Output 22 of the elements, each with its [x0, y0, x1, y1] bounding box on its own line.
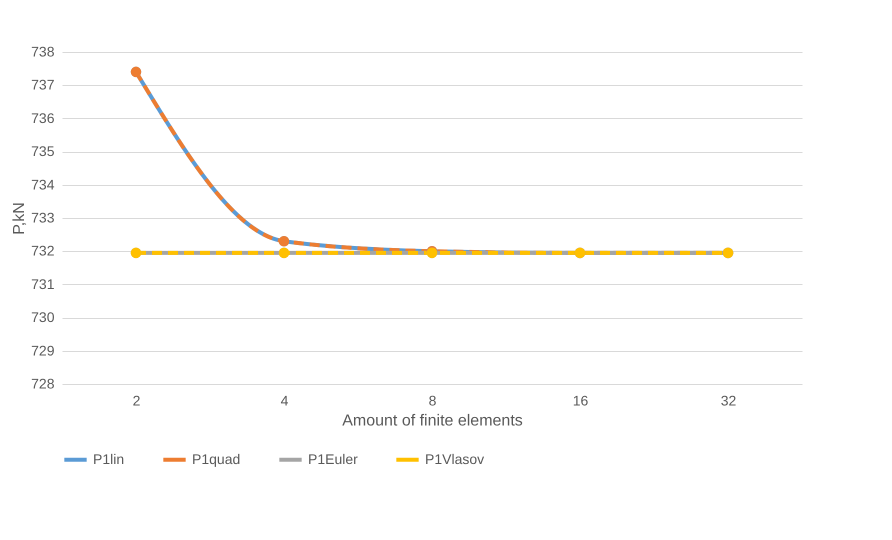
legend-label: P1lin [93, 450, 124, 467]
x-tick-label: 16 [572, 392, 588, 408]
x-tick-label: 32 [720, 392, 736, 408]
y-tick-label: 730 [31, 309, 55, 326]
x-axis-title: Amount of finite elements [342, 412, 523, 430]
y-tick-label: 733 [31, 210, 55, 226]
legend-label: P1Vlasov [425, 450, 484, 467]
y-tick-label: 731 [31, 276, 55, 292]
y-tick-label: 734 [31, 176, 55, 192]
legend-label: P1quad [192, 450, 240, 467]
y-tick-label: 737 [31, 76, 55, 93]
legend-label: P1Euler [308, 450, 358, 467]
y-tick-label: 728 [31, 376, 55, 392]
y-tick-label: 736 [31, 110, 55, 126]
x-tick-label: 4 [280, 392, 289, 408]
x-tick-label: 8 [428, 392, 437, 408]
y-tick-label: 729 [31, 342, 55, 358]
y-tick-label: 735 [31, 143, 55, 160]
y-axis-title: P,kN [11, 202, 28, 235]
x-tick-label: 2 [132, 392, 141, 408]
y-tick-label: 732 [31, 242, 55, 259]
y-tick-label: 738 [31, 44, 55, 60]
